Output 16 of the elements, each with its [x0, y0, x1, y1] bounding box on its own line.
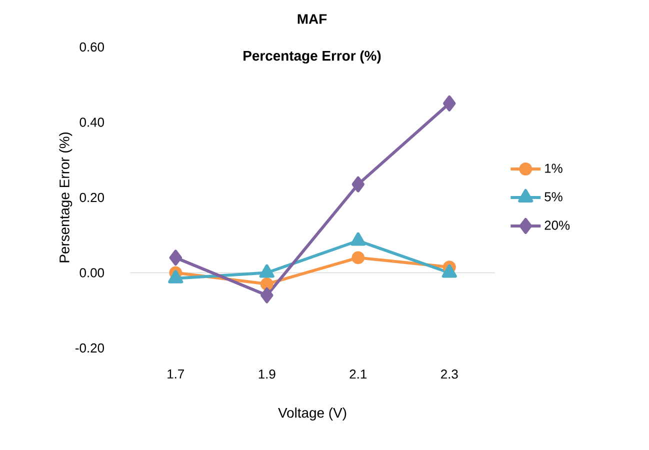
y-tick-label: 0.40 — [80, 118, 104, 127]
legend-label: 1% — [545, 164, 562, 173]
x-tick-label: 2.3 — [441, 370, 458, 379]
legend-label: 5% — [544, 192, 562, 202]
y-axis-title: Persentage Error (%) — [59, 132, 72, 262]
chart-title: MAF — [298, 14, 327, 24]
x-tick-label: 1.7 — [168, 370, 184, 378]
legend-label: 20% — [544, 220, 570, 230]
y-tick-label: 0.20 — [80, 192, 104, 202]
y-tick-label: 0.60 — [80, 42, 104, 52]
y-tick-label: -0.20 — [76, 343, 104, 353]
x-axis-title: Voltage (V) — [278, 408, 346, 421]
chart-subtitle: Percentage Error (%) — [244, 50, 381, 64]
x-tick-label: 1.9 — [258, 370, 276, 379]
y-tick-label: 0.00 — [80, 268, 104, 278]
x-tick-label: 2.1 — [350, 370, 367, 379]
